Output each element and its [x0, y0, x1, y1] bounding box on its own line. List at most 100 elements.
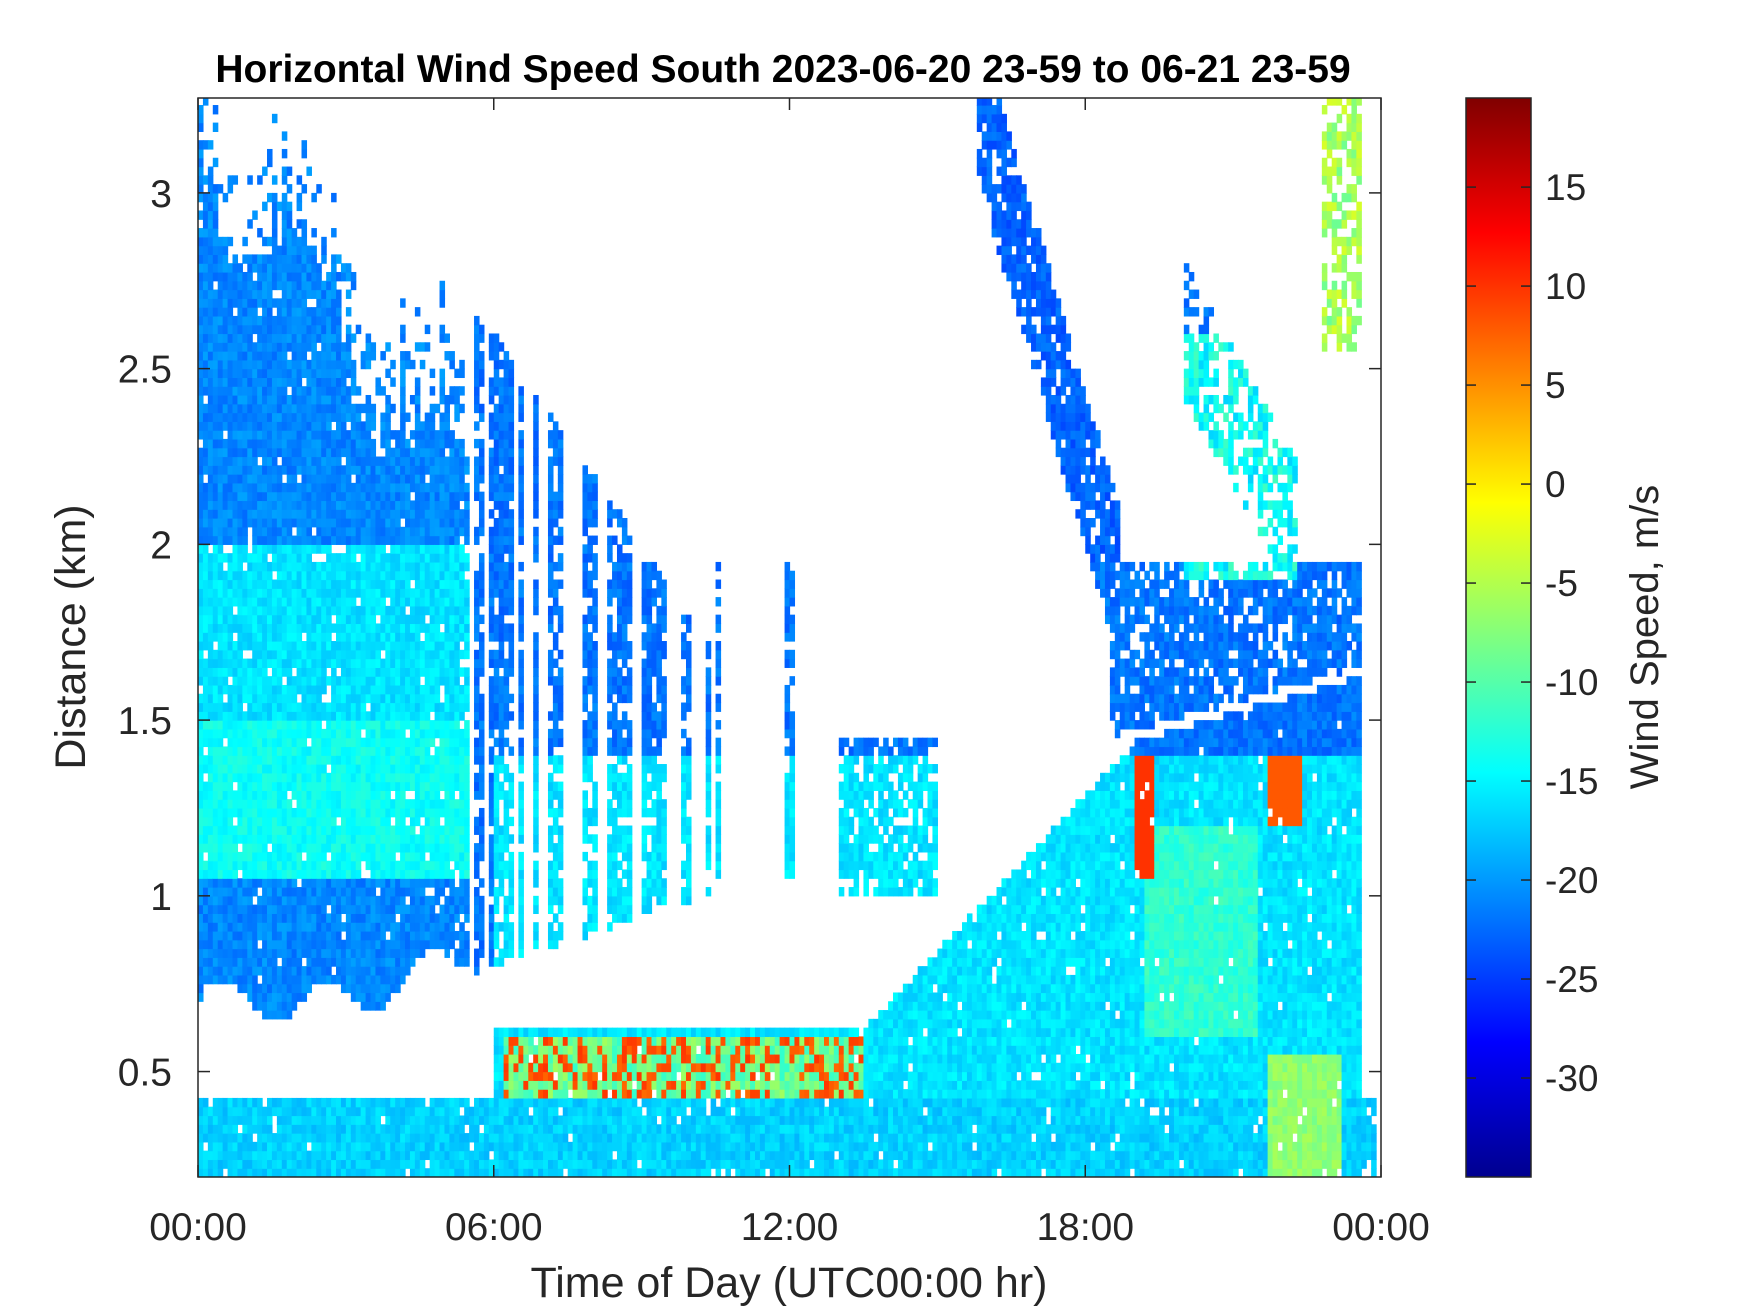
- heatmap-cell: [439, 518, 446, 528]
- heatmap-cell: [217, 676, 224, 686]
- heatmap-cell: [217, 605, 224, 616]
- heatmap-cell: [449, 702, 455, 712]
- heatmap-cell: [370, 834, 377, 844]
- heatmap-cell: [449, 518, 455, 528]
- heatmap-cell: [291, 271, 298, 282]
- heatmap-cell: [395, 816, 401, 827]
- heatmap-cell: [247, 482, 253, 493]
- heatmap-cell: [252, 772, 258, 783]
- heatmap-cell: [449, 816, 455, 827]
- heatmap-cell: [419, 614, 426, 625]
- heatmap-cell: [360, 403, 367, 414]
- heatmap-cell: [464, 939, 470, 950]
- heatmap-cell: [380, 526, 386, 537]
- heatmap-cell: [242, 641, 248, 651]
- heatmap-cell: [375, 702, 381, 712]
- heatmap-cell: [459, 922, 465, 932]
- heatmap-cell: [326, 1097, 332, 1108]
- heatmap-cell: [340, 509, 347, 519]
- heatmap-cell: [326, 807, 332, 818]
- heatmap-cell: [395, 632, 401, 642]
- heatmap-cell: [198, 772, 204, 783]
- heatmap-cell: [434, 623, 441, 633]
- heatmap-cell: [291, 684, 298, 695]
- heatmap-cell: [296, 1141, 303, 1152]
- heatmap-cell: [414, 1150, 421, 1161]
- heatmap-cell: [227, 790, 234, 800]
- heatmap-cell: [227, 939, 234, 950]
- heatmap-cell: [262, 1159, 268, 1169]
- heatmap-cell: [212, 676, 219, 686]
- heatmap-cell: [321, 851, 327, 862]
- heatmap-cell: [281, 693, 288, 704]
- heatmap-cell: [276, 307, 283, 317]
- heatmap-cell: [198, 895, 204, 906]
- heatmap-cell: [321, 711, 327, 721]
- heatmap-cell: [395, 465, 401, 475]
- heatmap-cell: [207, 394, 214, 405]
- heatmap-cell: [405, 684, 411, 695]
- heatmap-cell: [385, 957, 391, 967]
- heatmap-cell: [336, 1097, 342, 1108]
- heatmap-cell: [370, 851, 377, 862]
- heatmap-cell: [286, 228, 293, 238]
- heatmap-cell: [360, 957, 367, 967]
- heatmap-cell: [360, 553, 367, 563]
- heatmap-cell: [276, 605, 283, 616]
- heatmap-cell: [405, 570, 411, 581]
- heatmap-cell: [242, 860, 248, 871]
- heatmap-cell: [493, 860, 500, 871]
- heatmap-cell: [419, 878, 426, 888]
- heatmap-cell: [409, 1159, 416, 1169]
- heatmap-cell: [267, 764, 273, 774]
- heatmap-cell: [444, 1141, 450, 1152]
- heatmap-cell: [306, 544, 312, 554]
- heatmap-cell: [217, 307, 224, 317]
- heatmap-cell: [257, 816, 263, 827]
- heatmap-cell: [321, 667, 327, 677]
- heatmap-cell: [331, 667, 337, 677]
- heatmap-cell: [257, 632, 263, 642]
- heatmap-cell: [267, 605, 273, 616]
- heatmap-cell: [424, 412, 431, 422]
- heatmap-cell: [409, 359, 416, 370]
- heatmap-cell: [316, 307, 322, 317]
- heatmap-cell: [405, 614, 411, 625]
- heatmap-cell: [217, 1133, 224, 1143]
- heatmap-cell: [202, 368, 209, 379]
- heatmap-cell: [296, 544, 303, 554]
- heatmap-cell: [360, 746, 367, 756]
- heatmap-cell: [311, 1124, 317, 1134]
- heatmap-cell: [242, 421, 248, 431]
- heatmap-cell: [414, 764, 421, 774]
- heatmap-cell: [286, 394, 293, 405]
- heatmap-cell: [331, 860, 337, 871]
- heatmap-cell: [493, 1106, 500, 1117]
- heatmap-cell: [405, 711, 411, 721]
- heatmap-cell: [202, 1124, 209, 1134]
- heatmap-cell: [370, 772, 377, 783]
- heatmap-cell: [227, 737, 234, 748]
- heatmap-cell: [326, 491, 332, 502]
- heatmap-cell: [227, 491, 234, 502]
- heatmap-cell: [252, 518, 258, 528]
- heatmap-cell: [326, 658, 332, 668]
- heatmap-cell: [252, 474, 258, 484]
- heatmap-cell: [281, 966, 288, 976]
- heatmap-cell: [242, 526, 248, 537]
- heatmap-cell: [345, 878, 352, 888]
- heatmap-cell: [488, 394, 495, 405]
- heatmap-cell: [326, 298, 332, 308]
- heatmap-cell: [405, 764, 411, 774]
- heatmap-cell: [321, 860, 327, 871]
- heatmap-cell: [321, 737, 327, 748]
- heatmap-cell: [459, 368, 465, 379]
- heatmap-cell: [222, 1133, 229, 1143]
- heatmap-cell: [365, 764, 372, 774]
- heatmap-cell: [405, 807, 411, 818]
- heatmap-cell: [202, 641, 209, 651]
- heatmap-cell: [202, 386, 209, 396]
- heatmap-cell: [350, 649, 357, 660]
- heatmap-cell: [434, 588, 441, 598]
- heatmap-cell: [474, 966, 480, 976]
